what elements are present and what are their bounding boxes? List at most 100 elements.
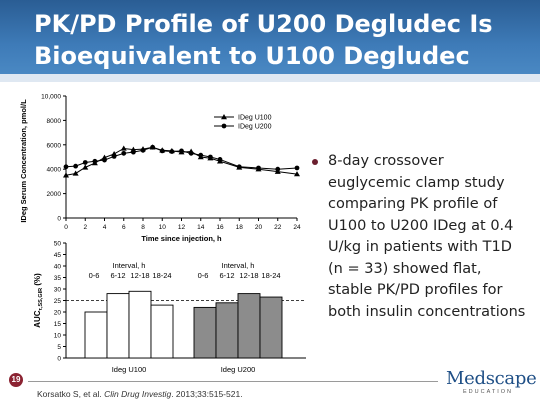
- x-tick-label: 22: [274, 224, 282, 231]
- data-point: [82, 160, 88, 165]
- data-point: [140, 147, 146, 153]
- data-point: [111, 153, 117, 159]
- legend-label: IDeg U100: [238, 115, 272, 122]
- y-tick-label: 0: [57, 216, 61, 223]
- legend-label: IDeg U200: [238, 124, 272, 131]
- y-tick-label: 6000: [47, 142, 62, 149]
- data-point: [159, 148, 165, 154]
- bar-group-ideg-u100: 0-6 6-12 12-18 18-24 Interval, h Ideg U100: [84, 261, 174, 374]
- y-axis-label: IDeg Serum Concentration, pmol/L: [19, 99, 28, 223]
- x-tick-label: 6: [122, 224, 126, 231]
- bullet-list: 8-day crossover euglycemic clamp study c…: [310, 151, 530, 323]
- y-tick-label: 8000: [47, 118, 62, 125]
- slide-header: PK/PD Profile of U200 Degludec Is Bioequ…: [0, 0, 540, 82]
- data-point: [236, 164, 242, 170]
- y-tick-label: 25: [54, 298, 62, 305]
- legend-marker: [221, 123, 227, 129]
- y-tick-label: 10,000: [41, 94, 61, 101]
- y-tick-label: 15: [54, 321, 62, 328]
- data-point: [102, 157, 107, 163]
- bar: [150, 304, 174, 359]
- citation-rest: . 2013;33:515-521.: [171, 389, 243, 399]
- y-label-sub: τ,SS,GIR: [38, 288, 44, 311]
- citation-authors: Korsatko S, et al.: [37, 389, 105, 399]
- bar: [215, 302, 239, 359]
- category-label: 0-6: [89, 271, 100, 280]
- y-tick-label: 2000: [47, 191, 62, 198]
- category-label: 0-6: [198, 271, 209, 280]
- legend-marker: [221, 114, 227, 120]
- y-tick-label: 5: [57, 344, 61, 351]
- bar: [259, 296, 283, 359]
- data-point: [294, 165, 300, 171]
- interval-label: Interval, h: [113, 261, 146, 270]
- y-tick-label: 50: [54, 241, 62, 248]
- bar: [106, 293, 130, 359]
- data-point: [169, 149, 175, 154]
- category-label: 6-12: [110, 271, 125, 280]
- data-point: [179, 148, 184, 154]
- bar: [84, 311, 108, 359]
- x-tick-label: 2: [83, 224, 87, 231]
- citation: Korsatko S, et al. Clin Drug Investig. 2…: [37, 389, 243, 399]
- category-label: 6-12: [219, 271, 234, 280]
- data-point: [63, 164, 69, 170]
- data-point: [120, 145, 127, 151]
- y-tick-label: 20: [54, 310, 62, 317]
- data-point: [198, 152, 204, 158]
- y-tick-label: 30: [54, 287, 62, 294]
- group-label: Ideg U100: [112, 365, 147, 374]
- data-point: [92, 158, 98, 164]
- y-tick-label: 35: [54, 275, 62, 282]
- data-point: [207, 154, 213, 160]
- x-tick-label: 10: [159, 224, 167, 231]
- x-tick-label: 12: [178, 224, 186, 231]
- y-tick-label: 10: [54, 333, 62, 340]
- bullet-item: 8-day crossover euglycemic clamp study c…: [310, 151, 530, 323]
- x-tick-label: 18: [236, 224, 244, 231]
- x-tick-label: 14: [197, 224, 205, 231]
- y-tick-label: 45: [54, 252, 62, 259]
- bar: [237, 293, 261, 359]
- medscape-logo-subtitle: EDUCATION: [463, 389, 513, 395]
- data-point: [63, 172, 69, 178]
- data-point: [256, 165, 261, 171]
- bar: [193, 306, 217, 359]
- x-tick-label: 24: [293, 224, 301, 231]
- bar-chart: 0 5 10 15 20 25 30 35 40 45 50 AUCτ,SS,GIR (%) 0-6 6-…: [33, 241, 306, 374]
- data-point: [217, 157, 223, 162]
- citation-journal: Clin Drug Investig: [104, 389, 172, 399]
- category-label: 12-18: [239, 271, 258, 280]
- data-point: [188, 150, 194, 156]
- y-label-unit: (%): [33, 273, 42, 288]
- y-label-main: AUC: [33, 310, 42, 328]
- y-axis-label: AUCτ,SS,GIR (%): [33, 273, 44, 328]
- y-tick-label: 0: [57, 356, 61, 363]
- x-tick-label: 20: [255, 224, 263, 231]
- data-point: [82, 164, 89, 170]
- category-label: 18-24: [152, 271, 171, 280]
- group-label: Ideg U200: [221, 365, 256, 374]
- data-point: [150, 144, 156, 150]
- interval-label: Interval, h: [222, 261, 255, 270]
- category-label: 18-24: [261, 271, 280, 280]
- bar: [128, 290, 152, 359]
- x-tick-label: 8: [141, 224, 145, 231]
- medscape-logo: Medscape: [446, 368, 537, 389]
- x-tick-label: 0: [64, 224, 68, 231]
- x-tick-label: 4: [103, 224, 107, 231]
- data-point: [72, 170, 79, 176]
- legend: IDeg U100 IDeg U200: [214, 114, 272, 131]
- data-point: [121, 150, 127, 156]
- data-point: [73, 163, 79, 169]
- page-number: 19: [9, 373, 23, 387]
- header-band: [0, 74, 540, 82]
- data-point: [294, 171, 300, 177]
- slide-title: PK/PD Profile of U200 Degludec Is Bioequ…: [34, 10, 493, 70]
- category-label: 12-18: [130, 271, 149, 280]
- series-ideg-u200: [63, 144, 300, 172]
- y-tick-label: 4000: [47, 167, 62, 174]
- footer-divider: [28, 381, 438, 382]
